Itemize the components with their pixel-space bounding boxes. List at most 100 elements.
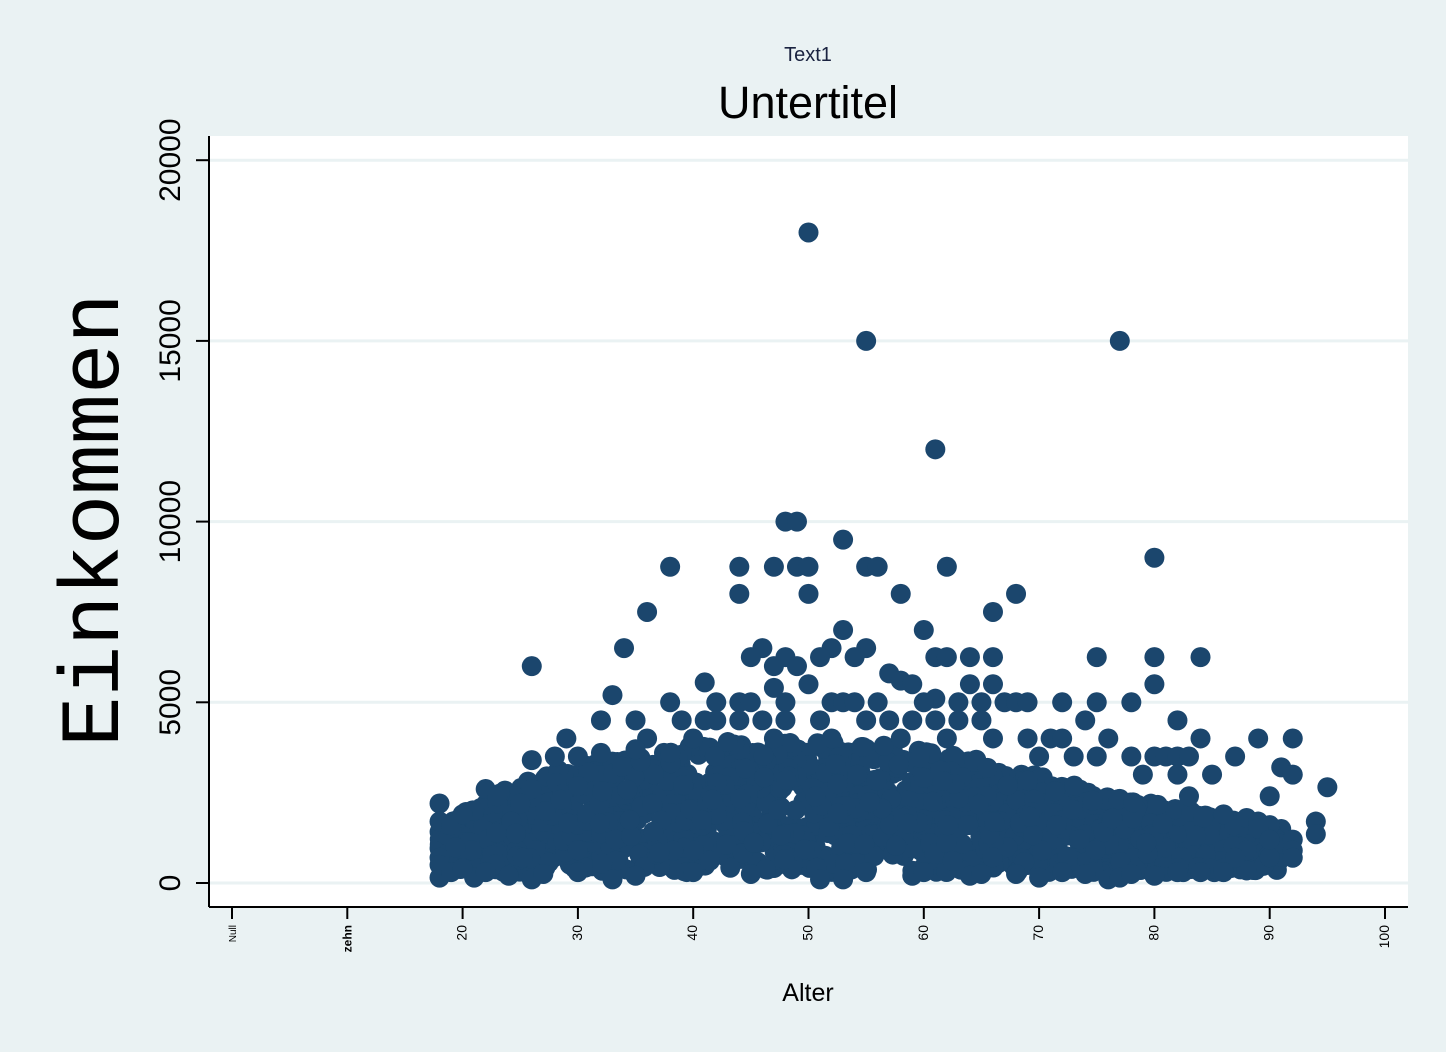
data-point (785, 800, 806, 821)
data-point (487, 786, 508, 807)
data-point (1213, 804, 1234, 825)
data-point (699, 850, 720, 871)
data-point (1259, 829, 1280, 850)
data-point (897, 813, 918, 834)
data-point (922, 791, 943, 812)
data-point (578, 762, 599, 783)
data-point (948, 692, 969, 713)
data-point (592, 853, 613, 874)
data-point (1052, 862, 1073, 883)
data-point (936, 833, 957, 854)
data-point (752, 710, 773, 731)
data-point (786, 656, 807, 677)
data-point (1121, 863, 1142, 884)
data-point (1006, 863, 1027, 884)
data-point (1017, 728, 1038, 749)
data-point (1017, 770, 1038, 791)
data-point (625, 710, 646, 731)
data-point (544, 746, 565, 767)
data-point (1017, 692, 1038, 713)
data-point (1193, 807, 1214, 828)
data-point (1144, 547, 1165, 568)
data-point (1178, 786, 1199, 807)
data-point (590, 710, 611, 731)
data-point (643, 821, 664, 842)
y-axis-label: Einkommen (49, 293, 144, 747)
x-tick-label-10: 100 (1376, 925, 1392, 949)
x-tick-label-1: zehn (340, 925, 354, 952)
x-tick-label-2: 20 (454, 925, 470, 941)
data-point (510, 793, 531, 814)
y-tick-label-3: 15000 (154, 299, 187, 382)
data-point (1225, 746, 1246, 767)
data-point (1282, 764, 1303, 785)
data-point (913, 692, 934, 713)
data-point (1144, 865, 1165, 886)
data-point (768, 799, 789, 820)
data-point (856, 862, 877, 883)
data-point (1098, 728, 1119, 749)
data-point (810, 647, 831, 668)
data-point (879, 710, 900, 731)
data-point (775, 692, 796, 713)
data-point (982, 847, 1003, 868)
data-points (429, 222, 1338, 890)
data-point (798, 674, 819, 695)
data-point (1225, 847, 1246, 868)
data-point (729, 556, 750, 577)
data-point (702, 789, 723, 810)
data-point (959, 674, 980, 695)
data-point (1144, 674, 1165, 695)
data-point (1109, 330, 1130, 351)
data-point (925, 439, 946, 460)
data-point (1023, 825, 1044, 846)
data-point (1052, 692, 1073, 713)
chart-supertitle: Text1 (784, 44, 832, 66)
data-point (821, 728, 842, 749)
data-point (810, 710, 831, 731)
data-point (854, 834, 875, 855)
data-point (886, 835, 907, 856)
chart-title: Untertitel (718, 77, 898, 128)
gridlines (210, 158, 1408, 885)
data-point (704, 746, 725, 767)
data-point (1248, 728, 1269, 749)
data-point (873, 735, 894, 756)
data-point (691, 809, 712, 830)
data-point (856, 330, 877, 351)
data-point (770, 825, 791, 846)
data-point (798, 556, 819, 577)
data-point (683, 840, 704, 861)
data-point (902, 674, 923, 695)
data-point (521, 656, 542, 677)
data-point (866, 770, 887, 791)
data-point (643, 764, 664, 785)
data-point (825, 754, 846, 775)
data-point (1082, 790, 1103, 811)
data-point (786, 511, 807, 532)
data-point (1165, 799, 1186, 820)
data-point (1086, 647, 1107, 668)
data-point (859, 792, 880, 813)
data-point (602, 869, 623, 890)
data-point (837, 833, 858, 854)
data-point (694, 672, 715, 693)
data-point (740, 692, 761, 713)
y-tick-label-0: 0 (154, 875, 187, 892)
data-point (997, 775, 1018, 796)
data-point (617, 779, 638, 800)
data-point (1123, 792, 1144, 813)
x-tick-label-9: 90 (1261, 925, 1277, 941)
data-point (958, 815, 979, 836)
data-point (556, 728, 577, 749)
x-tick-label-0: Null (228, 925, 239, 942)
data-point (805, 786, 826, 807)
data-point (1046, 815, 1067, 836)
data-point (735, 758, 756, 779)
data-point (1062, 799, 1083, 820)
data-point (971, 863, 992, 884)
data-point (1029, 867, 1050, 888)
data-point (913, 767, 934, 788)
data-point (1052, 728, 1073, 749)
